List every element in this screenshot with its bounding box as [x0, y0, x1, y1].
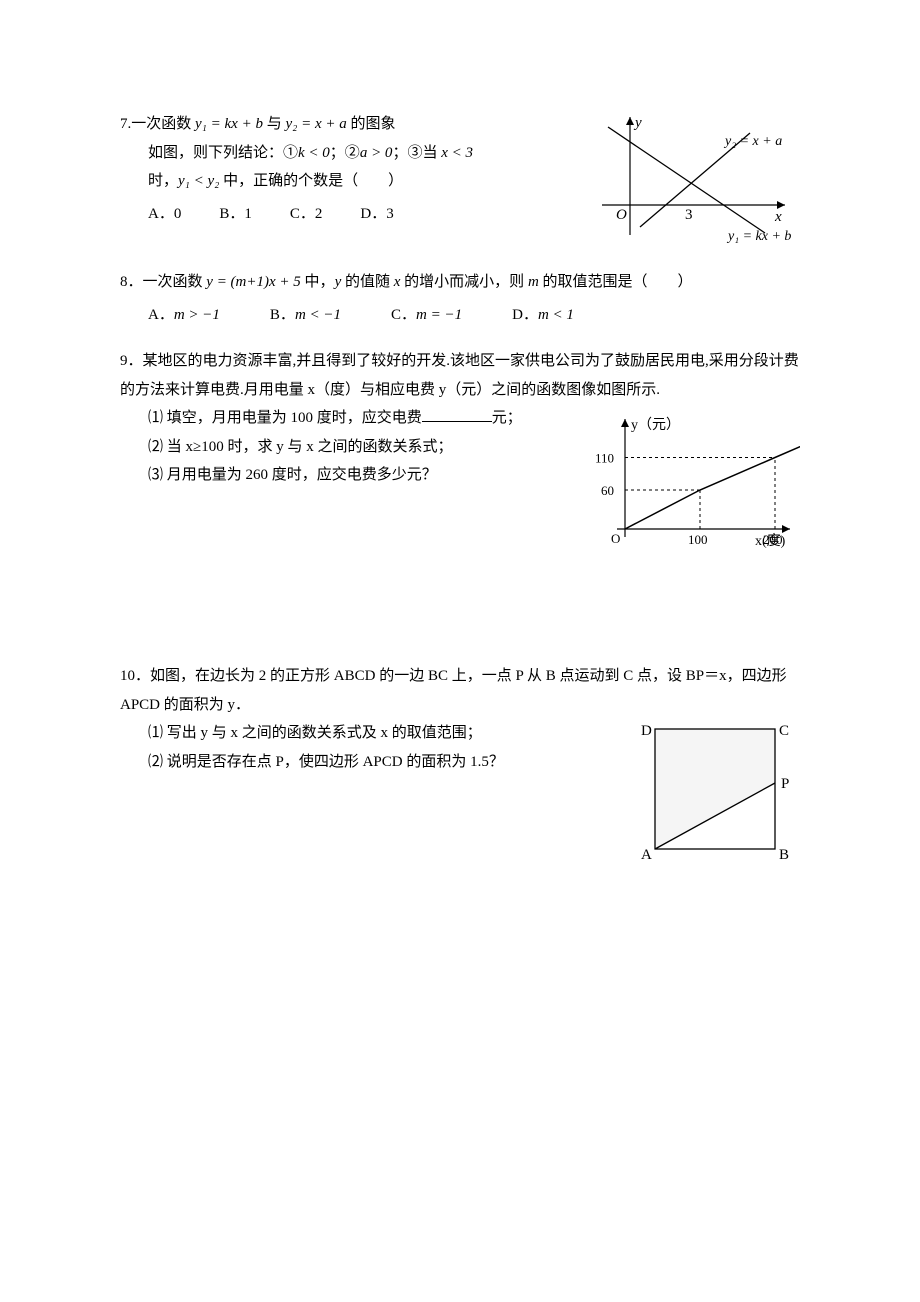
- q10-figure: D C A B P: [625, 719, 800, 874]
- svg-text:3: 3: [685, 207, 693, 223]
- question-8: 8．一次函数 y = (m+1)x + 5 中，y 的值随 x 的增小而减小，则…: [120, 268, 800, 329]
- question-7: 7.一次函数 y₁ = kx + b 与 y₂ = x + a 的图象 如图，则…: [120, 110, 800, 250]
- q10-subs: ⑴ 写出 y 与 x 之间的函数关系式及 x 的取值范围； ⑵ 说明是否存在点 …: [120, 719, 617, 776]
- svg-text:O: O: [616, 207, 627, 223]
- svg-text:x(度): x(度): [755, 533, 786, 549]
- q9-graph-svg: 60110100200Oy（元）x(度): [570, 404, 800, 564]
- svg-text:C: C: [779, 723, 789, 739]
- svg-text:P: P: [781, 776, 789, 792]
- q8-num: 8．: [120, 274, 143, 290]
- svg-text:y₂ = x + a: y₂ = x + a: [723, 134, 782, 149]
- q7-graph-svg: 3 Oy x y₂ = x + a y₁ = kx + b: [590, 110, 800, 250]
- svg-text:y: y: [633, 115, 642, 131]
- svg-text:B: B: [779, 847, 789, 863]
- q8-opt-b: B．m < −1: [270, 301, 341, 330]
- q10-square-svg: D C A B P: [625, 719, 800, 874]
- q7-opt-d: D．3: [360, 200, 393, 229]
- q9-num: 9．: [120, 353, 143, 369]
- q7-opt-a: A．0: [148, 200, 181, 229]
- svg-text:D: D: [641, 723, 652, 739]
- q10-num: 10．: [120, 668, 150, 684]
- question-10: 10．如图，在边长为 2 的正方形 ABCD 的一边 BC 上，一点 P 从 B…: [120, 662, 800, 874]
- q8-opt-c: C．m = −1: [391, 301, 462, 330]
- q7-figure: 3 Oy x y₂ = x + a y₁ = kx + b: [590, 110, 800, 250]
- q8-opt-a: A．m > −1: [148, 301, 220, 330]
- question-9: 9．某地区的电力资源丰富,并且得到了较好的开发.该地区一家供电公司为了鼓励居民用…: [120, 347, 800, 564]
- svg-text:x: x: [774, 209, 782, 225]
- blank-input: [422, 406, 492, 422]
- q7-num: 7.: [120, 116, 131, 132]
- svg-text:y（元）: y（元）: [631, 417, 680, 433]
- q9-subs: ⑴ 填空，月用电量为 100 度时，应交电费元； ⑵ 当 x≥100 时，求 y…: [120, 404, 562, 490]
- svg-text:O: O: [611, 531, 620, 546]
- q7-text: 7.一次函数 y₁ = kx + b 与 y₂ = x + a 的图象 如图，则…: [120, 110, 582, 228]
- q8-opt-d: D．m < 1: [512, 301, 574, 330]
- q7-opt-b: B．1: [219, 200, 252, 229]
- q7-opt-c: C．2: [290, 200, 323, 229]
- svg-text:A: A: [641, 847, 652, 863]
- svg-text:60: 60: [601, 483, 614, 498]
- svg-text:100: 100: [688, 532, 708, 547]
- svg-text:y₁ = kx + b: y₁ = kx + b: [726, 229, 791, 244]
- q9-figure: 60110100200Oy（元）x(度): [570, 404, 800, 564]
- svg-text:110: 110: [595, 451, 614, 466]
